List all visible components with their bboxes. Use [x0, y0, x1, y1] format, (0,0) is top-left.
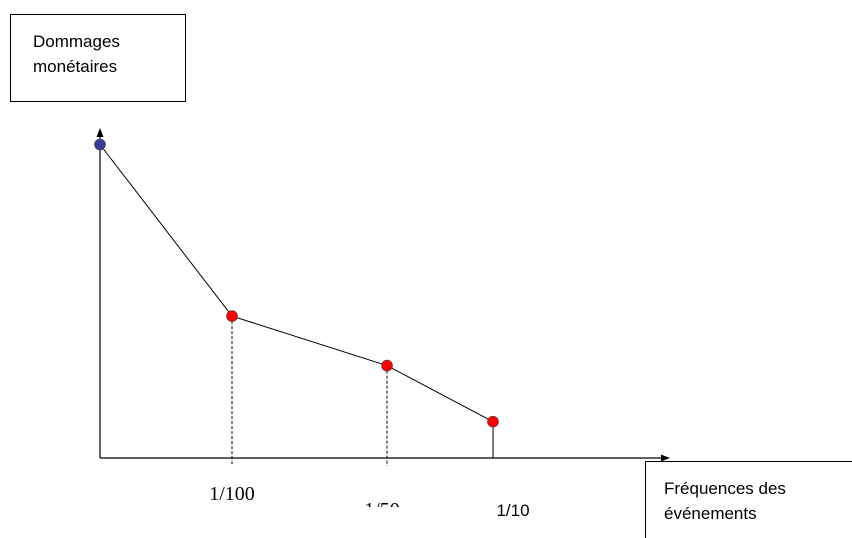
x-tick-label: 1/100 — [209, 483, 255, 505]
data-point — [94, 138, 106, 151]
y-axis-label-box: Dommages monétaires — [10, 14, 186, 102]
y-axis-label-line-2: monétaires — [33, 57, 118, 76]
data-point — [487, 415, 499, 428]
x-tick-label: 1/50 — [364, 499, 400, 521]
data-points — [94, 138, 499, 428]
x-tick-labels: 1/100 1/50 1/10 — [209, 483, 529, 521]
data-point — [381, 359, 393, 372]
x-tick-label: 1/10 — [496, 501, 529, 520]
y-axis-label-line-1: Dommages — [33, 32, 120, 51]
y-axis-arrow — [96, 128, 104, 137]
x-axis-label-box: Fréquences des événements — [645, 461, 852, 538]
x-axis-label-line-2: événements — [664, 504, 757, 523]
data-point — [226, 310, 238, 322]
axes — [96, 128, 670, 462]
guide-lines — [231, 321, 494, 466]
series-line — [99, 144, 494, 423]
x-axis-arrow — [661, 454, 670, 462]
x-axis-label-line-1: Fréquences des — [664, 479, 786, 498]
